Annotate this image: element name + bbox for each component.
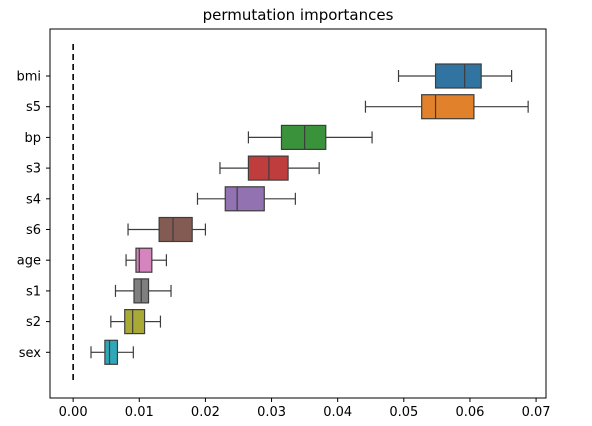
box-s3 [219,155,320,181]
plot-frame [49,28,547,399]
y-tick-label-s4: s4 [26,192,41,207]
box-bmi [397,63,513,89]
box-s5 [364,94,529,120]
box-s6 [127,216,207,243]
chart-title: permutation importances [203,6,394,24]
box-s4 [196,186,296,212]
box-rect-s4 [224,186,265,212]
y-tick-label-s6: s6 [26,223,41,238]
box-rect-sex [104,339,119,365]
x-tick-label-0: 0.00 [59,405,88,420]
box-rect-s6 [158,216,193,243]
x-tick-label-1: 0.01 [125,405,154,420]
x-tick-label-3: 0.03 [257,405,286,420]
y-tick-label-s2: s2 [26,315,41,330]
y-tick-label-s3: s3 [26,162,41,177]
y-tick-label-bp: bp [24,131,41,146]
box-rect-bp [280,124,327,151]
x-tick-label-7: 0.07 [522,405,551,420]
box-rect-bmi [434,63,482,89]
y-tick-label-s5: s5 [26,100,41,115]
y-tick-label-age: age [17,254,41,269]
box-rect-age [135,247,153,273]
x-tick-label-5: 0.05 [389,405,418,420]
box-sex [90,339,134,365]
x-tick-label-6: 0.06 [455,405,484,420]
y-tick-label-bmi: bmi [16,70,41,85]
y-tick-label-s1: s1 [26,284,41,299]
x-tick-label-2: 0.02 [191,405,220,420]
box-rect-s3 [247,155,289,181]
x-tick-label-4: 0.04 [323,405,352,420]
box-rect-s2 [124,309,146,335]
y-tick-label-sex: sex [19,346,42,361]
box-age [125,247,167,273]
box-bp [247,124,373,151]
box-rect-s5 [421,94,475,120]
box-s2 [110,309,162,335]
box-s1 [114,278,172,304]
